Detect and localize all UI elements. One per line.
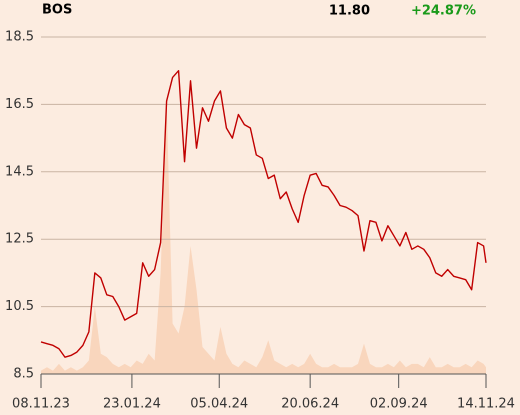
last-price: 11.80 <box>329 4 370 19</box>
x-tick-label: 02.09.24 <box>370 397 428 412</box>
y-tick-label: 8.5 <box>13 367 34 382</box>
price-change: +24.87% <box>411 4 476 19</box>
y-tick-label: 16.5 <box>5 97 34 112</box>
x-tick-label: 23.01.24 <box>103 397 161 412</box>
y-tick-label: 18.5 <box>5 30 34 45</box>
x-tick-label: 08.11.23 <box>12 397 70 412</box>
chart-title: BOS <box>42 3 72 18</box>
y-tick-label: 12.5 <box>5 232 34 247</box>
x-tick-label: 20.06.24 <box>281 397 339 412</box>
x-tick-label: 05.04.24 <box>190 397 248 412</box>
y-tick-label: 14.5 <box>5 164 34 179</box>
price-line <box>40 70 487 358</box>
y-tick-label: 10.5 <box>5 299 34 314</box>
x-tick-label: 14.11.24 <box>457 397 515 412</box>
